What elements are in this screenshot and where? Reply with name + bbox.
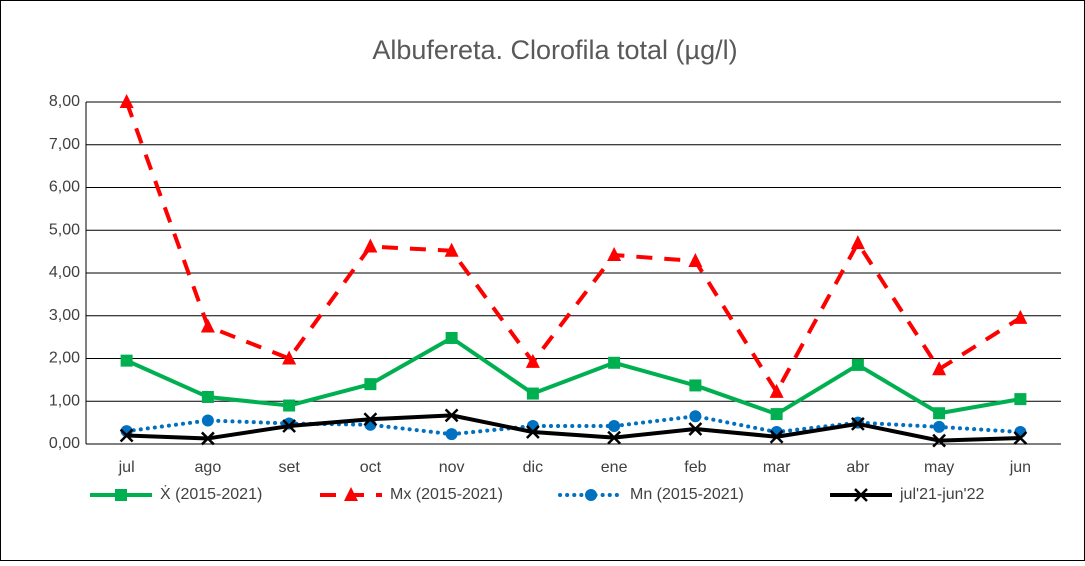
marker bbox=[932, 361, 947, 376]
marker bbox=[854, 488, 868, 502]
series-line bbox=[124, 101, 1022, 394]
marker bbox=[1013, 431, 1028, 445]
marker bbox=[283, 399, 296, 412]
marker bbox=[688, 253, 703, 268]
x-tick-label: may bbox=[924, 459, 954, 476]
legend-label: Mx (2015-2021) bbox=[390, 486, 503, 503]
marker bbox=[364, 378, 377, 391]
x-tick-label: jun bbox=[1009, 459, 1031, 476]
legend-label: jul'21-jun'22 bbox=[899, 486, 984, 503]
marker bbox=[933, 407, 946, 420]
x-tick-label: oct bbox=[360, 459, 382, 476]
marker bbox=[850, 417, 865, 431]
y-tick-label: 8,00 bbox=[49, 93, 80, 110]
y-tick-label: 3,00 bbox=[49, 307, 80, 324]
chart-title: Albufereta. Clorofila total (µg/l) bbox=[372, 35, 737, 65]
x-tick-label: jul bbox=[118, 459, 135, 476]
x-tick-label: set bbox=[278, 459, 300, 476]
legend-label: Mn (2015-2021) bbox=[630, 486, 744, 503]
marker bbox=[200, 318, 215, 333]
x-tick-label: dic bbox=[523, 459, 543, 476]
marker bbox=[607, 430, 622, 445]
series-line bbox=[125, 335, 1021, 417]
marker bbox=[585, 489, 597, 501]
y-tick-label: 0,00 bbox=[49, 435, 80, 452]
y-tick-label: 1,00 bbox=[49, 392, 80, 409]
series-line bbox=[124, 414, 1023, 437]
marker bbox=[200, 431, 215, 446]
marker bbox=[607, 247, 622, 262]
marker bbox=[119, 94, 134, 108]
y-tick-label: 7,00 bbox=[49, 136, 80, 153]
y-tick-label: 4,00 bbox=[49, 264, 80, 281]
marker bbox=[201, 390, 214, 403]
y-tick-label: 6,00 bbox=[49, 179, 80, 196]
y-tick-label: 5,00 bbox=[49, 221, 80, 238]
marker bbox=[689, 379, 702, 392]
marker bbox=[769, 383, 784, 398]
marker bbox=[445, 428, 458, 441]
marker bbox=[932, 433, 947, 448]
marker bbox=[1014, 393, 1027, 406]
legend-label: Ẋ (2015-2021) bbox=[160, 484, 262, 503]
marker bbox=[119, 428, 134, 443]
marker bbox=[608, 420, 621, 433]
marker bbox=[850, 235, 865, 250]
marker bbox=[608, 356, 621, 369]
marker bbox=[933, 420, 946, 433]
marker bbox=[444, 242, 459, 257]
x-tick-label: nov bbox=[439, 459, 465, 476]
x-tick-label: mar bbox=[763, 459, 791, 476]
marker bbox=[689, 410, 702, 423]
marker bbox=[1013, 309, 1028, 324]
marker bbox=[444, 408, 459, 423]
x-tick-label: ene bbox=[601, 459, 628, 476]
marker bbox=[688, 422, 703, 436]
marker bbox=[363, 238, 378, 253]
marker bbox=[851, 358, 864, 371]
marker bbox=[201, 414, 214, 427]
marker bbox=[282, 419, 297, 433]
marker bbox=[770, 408, 783, 421]
marker bbox=[282, 350, 297, 365]
series-line bbox=[126, 413, 1021, 443]
marker bbox=[525, 353, 540, 368]
x-tick-label: abr bbox=[846, 459, 870, 476]
x-tick-label: feb bbox=[684, 459, 706, 476]
y-tick-label: 2,00 bbox=[49, 350, 80, 367]
marker bbox=[769, 429, 784, 444]
marker bbox=[115, 489, 127, 501]
marker bbox=[363, 412, 378, 427]
marker bbox=[525, 425, 540, 439]
marker bbox=[445, 331, 458, 344]
marker bbox=[526, 387, 539, 400]
marker bbox=[344, 487, 358, 501]
marker bbox=[120, 354, 133, 367]
x-tick-label: ago bbox=[195, 459, 222, 476]
